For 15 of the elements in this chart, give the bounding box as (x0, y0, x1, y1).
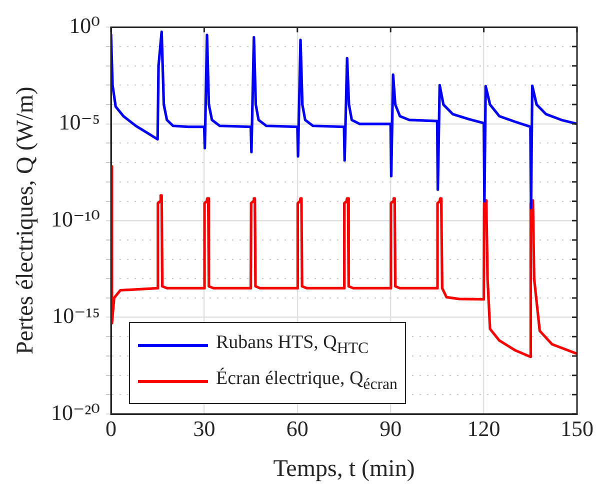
x-tick-label: 0 (106, 416, 116, 441)
x-tick-label: 120 (467, 416, 500, 441)
y-tick-label: 10⁻⁵ (58, 110, 100, 135)
y-tick-label: 10⁻¹⁵ (52, 303, 100, 328)
y-axis-title: Pertes électriques, Q (W/m) (12, 86, 39, 355)
x-tick-label: 30 (193, 416, 216, 441)
y-tick-label: 10⁰ (69, 12, 100, 38)
x-tick-label: 90 (380, 416, 402, 441)
x-tick-label: 150 (560, 416, 594, 441)
legend-label: Rubans HTS, Q$_{HTC}$ (216, 332, 369, 358)
x-tick-label: 60 (286, 416, 308, 441)
y-tick-label: 10⁻¹⁰ (50, 206, 100, 232)
x-axis-title: Temps, t (min) (273, 456, 415, 482)
legend-label: Écran électrique, Q$_{écran}$ (216, 368, 398, 394)
y-tick-label: 10⁻²⁰ (50, 400, 100, 425)
